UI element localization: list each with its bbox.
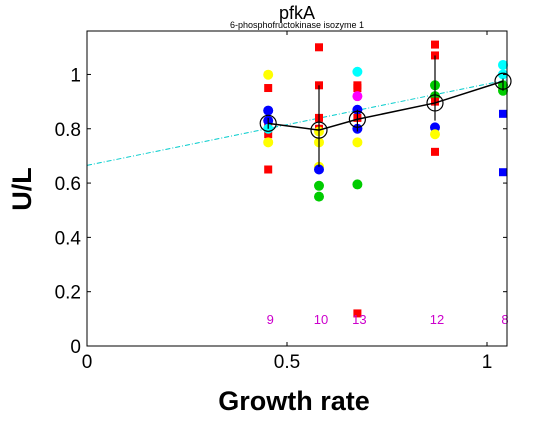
- data-point-circle: [352, 137, 363, 148]
- y-tick-label: 0.8: [55, 120, 81, 141]
- x-tick-label: 0: [82, 352, 93, 373]
- data-point-circle: [498, 59, 508, 70]
- x-tick-label: 0.5: [274, 352, 300, 373]
- sample-count-label: 12: [430, 312, 444, 327]
- data-point-square: [264, 84, 273, 93]
- y-tick-label: 0: [70, 337, 81, 358]
- data-point-square: [264, 130, 273, 139]
- data-point-square: [499, 109, 507, 118]
- data-point-square: [499, 168, 507, 177]
- mean-marker: [348, 110, 366, 128]
- mean-marker: [310, 121, 328, 139]
- data-point-square: [353, 309, 362, 318]
- data-point-circle: [263, 105, 274, 116]
- data-point-square: [431, 147, 439, 156]
- data-point-circle: [263, 69, 274, 80]
- chart-title: pfkA: [279, 3, 315, 23]
- data-point-circle: [352, 179, 363, 190]
- ticks-layer: 0 0.5 100.20.40.60.81: [55, 31, 507, 373]
- counts-layer: 9 10 13 12 8: [267, 312, 509, 327]
- mean-marker: [259, 114, 277, 132]
- x-axis-label: Growth rate: [218, 386, 370, 416]
- data-point-square: [315, 43, 323, 52]
- data-point-circle: [263, 137, 274, 148]
- sample-count-label: 8: [501, 312, 508, 327]
- mean-layer: [259, 55, 512, 167]
- mean-marker: [494, 72, 512, 90]
- data-point-square: [431, 40, 439, 49]
- data-point-circle: [352, 91, 363, 102]
- y-axis-label: U/L: [7, 167, 37, 211]
- x-tick-label: 1: [482, 352, 493, 373]
- data-point-circle: [430, 129, 440, 140]
- plot-area: [87, 31, 507, 346]
- sample-count-label: 9: [267, 312, 274, 327]
- y-tick-label: 1: [70, 65, 81, 86]
- plot-frame: [86, 30, 508, 347]
- data-point-circle: [352, 66, 363, 77]
- chart-subtitle: 6-phosphofructokinase isozyme 1: [230, 20, 364, 30]
- y-tick-label: 0.2: [55, 283, 81, 304]
- sample-count-label: 10: [314, 312, 328, 327]
- data-point-circle: [314, 164, 324, 175]
- data-point-circle: [314, 180, 324, 191]
- data-point-square: [264, 165, 273, 174]
- data-point-square: [353, 84, 362, 93]
- y-tick-label: 0.6: [55, 174, 81, 195]
- sample-count-label: 13: [352, 312, 366, 327]
- mean-marker: [426, 94, 444, 112]
- y-tick-label: 0.4: [55, 228, 82, 249]
- data-point-circle: [314, 191, 324, 202]
